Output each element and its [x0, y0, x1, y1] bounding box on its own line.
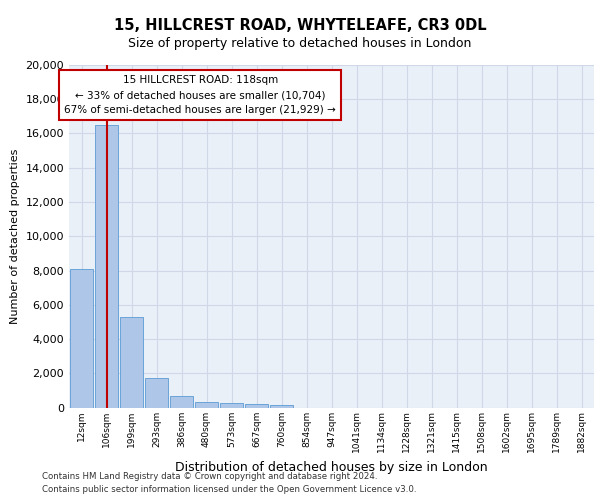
Bar: [270, 405, 293, 407]
Bar: [220, 403, 243, 407]
Text: 15 HILLCREST ROAD: 118sqm
← 33% of detached houses are smaller (10,704)
67% of s: 15 HILLCREST ROAD: 118sqm ← 33% of detac…: [64, 76, 336, 115]
Text: 15, HILLCREST ROAD, WHYTELEAFE, CR3 0DL: 15, HILLCREST ROAD, WHYTELEAFE, CR3 0DL: [113, 18, 487, 32]
Bar: [195, 402, 218, 407]
Bar: [145, 378, 168, 408]
Bar: [170, 396, 193, 407]
Text: Contains public sector information licensed under the Open Government Licence v3: Contains public sector information licen…: [42, 485, 416, 494]
X-axis label: Distribution of detached houses by size in London: Distribution of detached houses by size …: [175, 460, 488, 473]
Bar: [95, 125, 118, 408]
Y-axis label: Number of detached properties: Number of detached properties: [10, 148, 20, 324]
Bar: [120, 316, 143, 408]
Bar: [245, 404, 268, 407]
Bar: [70, 269, 93, 407]
Text: Contains HM Land Registry data © Crown copyright and database right 2024.: Contains HM Land Registry data © Crown c…: [42, 472, 377, 481]
Text: Size of property relative to detached houses in London: Size of property relative to detached ho…: [128, 38, 472, 51]
